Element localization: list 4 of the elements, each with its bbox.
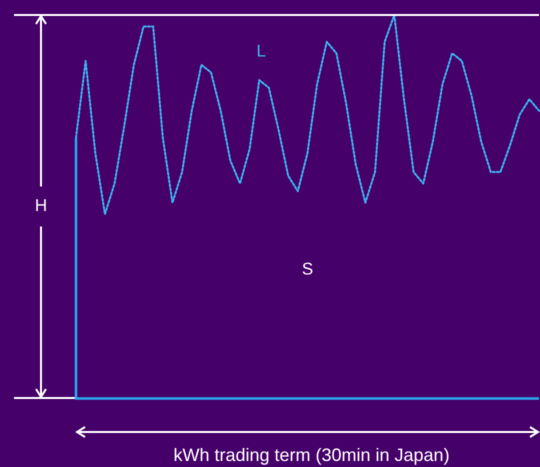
text: H: [34, 196, 48, 216]
x-axis-title: kWh trading term (30min in Japan): [173, 444, 450, 465]
annotation: L: [256, 42, 266, 61]
annotation: S: [302, 260, 314, 279]
